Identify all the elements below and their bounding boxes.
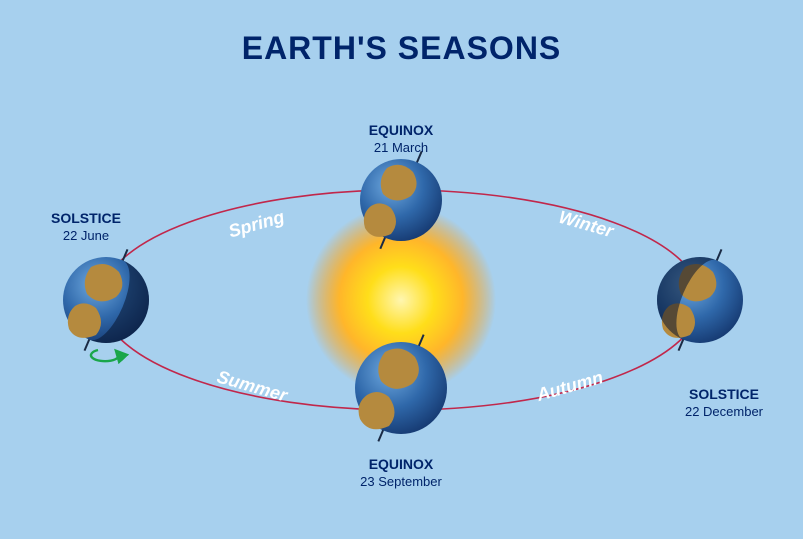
label-solstice-june: SOLSTICE 22 June — [6, 210, 166, 244]
earth-bottom — [355, 335, 447, 442]
earth-top — [360, 151, 442, 249]
event-type: EQUINOX — [321, 122, 481, 140]
label-equinox-march: EQUINOX 21 March — [321, 122, 481, 156]
season-spring: Spring — [226, 207, 287, 243]
label-equinox-september: EQUINOX 23 September — [321, 456, 481, 490]
event-date: 22 June — [6, 228, 166, 244]
earth-right — [644, 244, 743, 351]
event-type: SOLSTICE — [644, 386, 803, 404]
season-summer: Summer — [215, 366, 290, 406]
diagram-canvas: EARTH'S SEASONS — [0, 0, 803, 539]
event-date: 22 December — [644, 404, 803, 420]
event-type: EQUINOX — [321, 456, 481, 474]
event-date: 21 March — [321, 140, 481, 156]
season-autumn: Autumn — [534, 367, 605, 406]
sun-glow — [306, 205, 496, 395]
event-type: SOLSTICE — [6, 210, 166, 228]
season-winter: Winter — [556, 207, 615, 243]
page-title: EARTH'S SEASONS — [0, 30, 803, 67]
event-date: 23 September — [321, 474, 481, 490]
label-solstice-december: SOLSTICE 22 December — [644, 386, 803, 420]
earth-left — [63, 249, 162, 361]
